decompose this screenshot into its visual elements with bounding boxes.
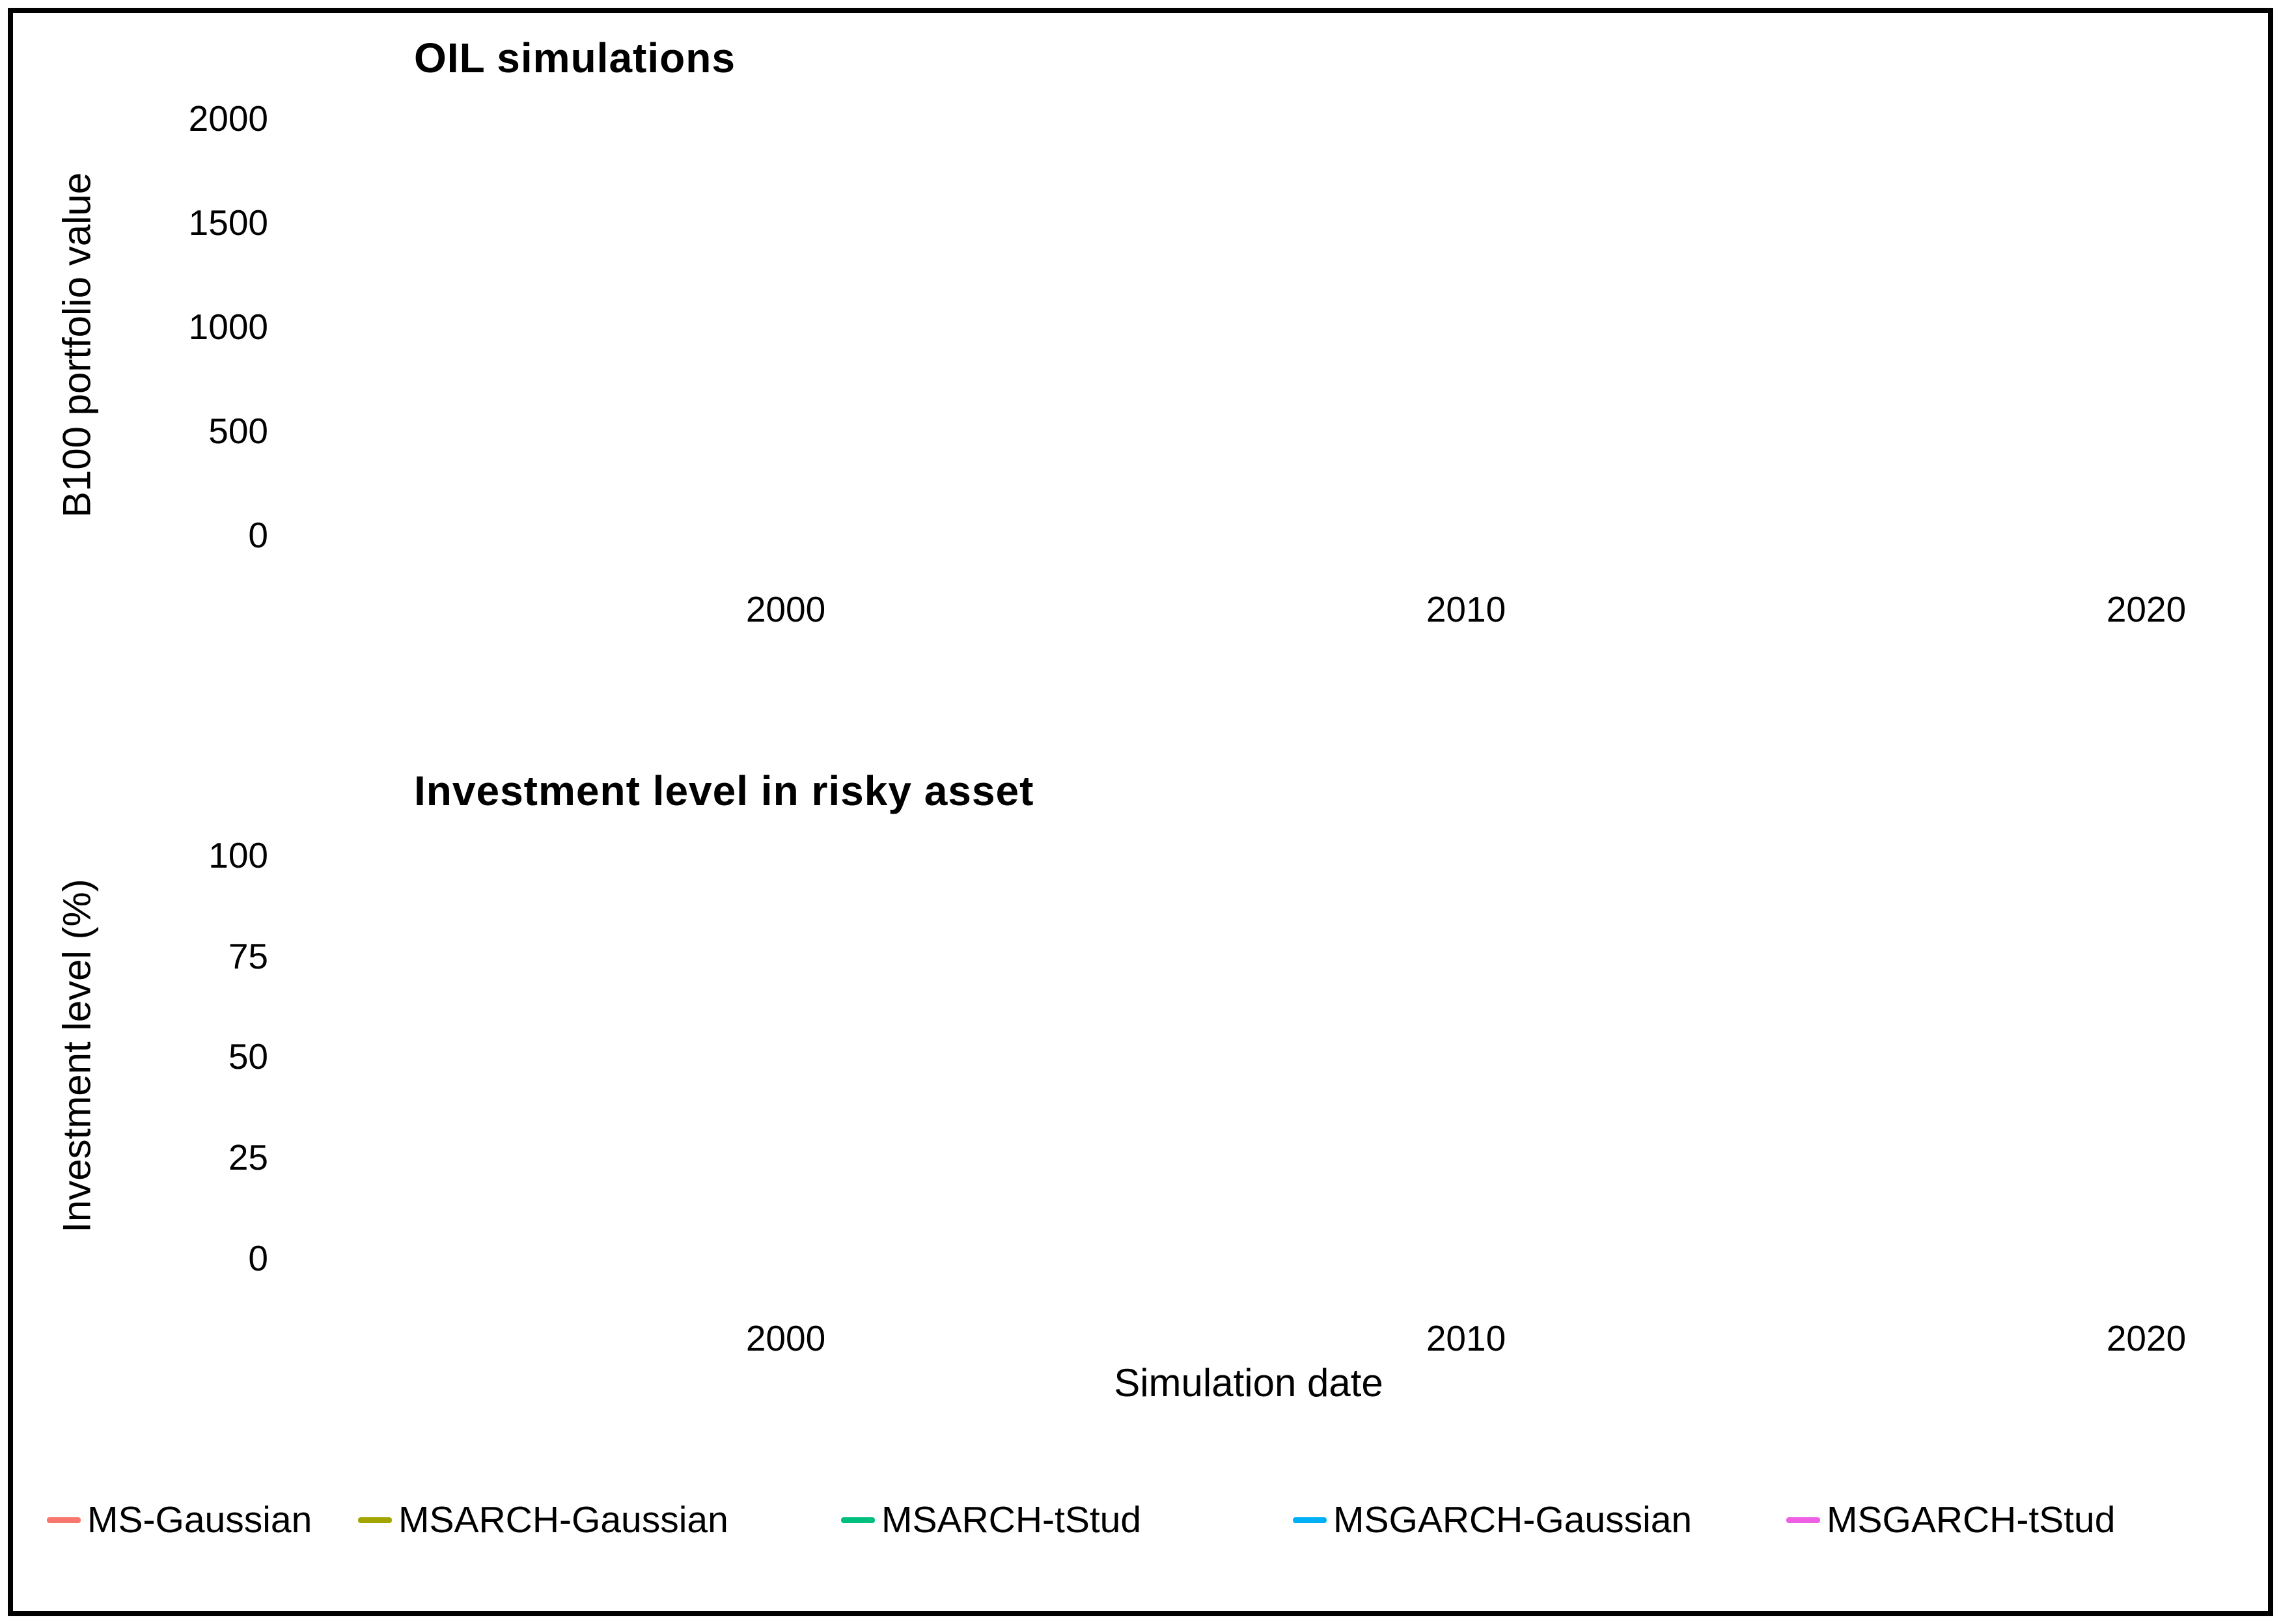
legend-item-msarch-gaussian: MSARCH-Gaussian: [358, 1497, 728, 1543]
legend-item-msgarch-tstud: MSGARCH-tStud: [1786, 1497, 2115, 1543]
y-tick-label: 1500: [188, 202, 268, 243]
figure-border: [8, 8, 2273, 1616]
line-swatch-icon: [47, 1517, 81, 1523]
legend-label: MSARCH-tStud: [881, 1499, 1142, 1541]
legend-item-msgarch-gaussian: MSGARCH-Gaussian: [1293, 1497, 1692, 1543]
legend: MS-Gaussian MSARCH-Gaussian MSARCH-tStud…: [0, 1497, 2281, 1556]
y-tick-label: 75: [228, 936, 268, 976]
legend-label: MSARCH-Gaussian: [398, 1499, 728, 1541]
y-tick-label: 50: [228, 1036, 268, 1077]
y-tick-label: 25: [228, 1137, 268, 1177]
y-tick-label: 500: [208, 411, 268, 451]
y-tick-label: 0: [248, 515, 268, 555]
line-swatch-icon: [1786, 1517, 1820, 1523]
top-panel-title: OIL simulations: [414, 34, 736, 81]
x-tick-label: 2020: [2106, 589, 2187, 629]
legend-label: MS-Gaussian: [87, 1499, 312, 1541]
y-tick-label: 1000: [188, 307, 268, 347]
x-axis-label: Simulation date: [1114, 1361, 1383, 1405]
line-swatch-icon: [1293, 1517, 1327, 1523]
legend-label: MSGARCH-tStud: [1827, 1499, 2116, 1541]
x-tick-label: 2010: [1426, 589, 1506, 629]
legend-item-msarch-tstud: MSARCH-tStud: [841, 1497, 1141, 1543]
line-swatch-icon: [841, 1517, 875, 1523]
legend-label: MSGARCH-Gaussian: [1333, 1499, 1693, 1541]
legend-item-ms-gaussian: MS-Gaussian: [47, 1497, 312, 1543]
line-swatch-icon: [358, 1517, 392, 1523]
x-tick-label: 2000: [745, 589, 826, 629]
x-tick-label: 2020: [2106, 1318, 2187, 1358]
y-tick-label: 0: [248, 1238, 268, 1278]
x-tick-label: 2010: [1426, 1318, 1506, 1358]
y-tick-label: 100: [208, 835, 268, 875]
x-tick-label: 2000: [745, 1318, 826, 1358]
bottom-panel-title: Investment level in risky asset: [414, 767, 1034, 814]
y-tick-label: 2000: [188, 98, 268, 139]
